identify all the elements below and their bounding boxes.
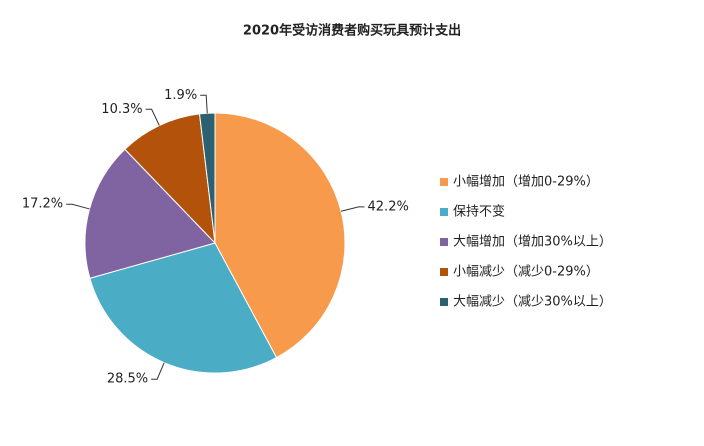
data-label: 28.5% xyxy=(107,372,148,387)
data-label: 10.3% xyxy=(101,102,142,117)
pie-slice xyxy=(84,148,216,279)
pie-slice xyxy=(124,113,216,245)
legend-label: 小幅减少（减少0-29%） xyxy=(453,265,599,280)
leader-line xyxy=(66,203,90,210)
legend-swatch xyxy=(440,298,448,306)
pie-slice xyxy=(89,242,278,374)
legend-swatch xyxy=(440,268,448,276)
pie-slice xyxy=(214,112,346,359)
legend-swatch xyxy=(440,238,448,246)
chart-title: 2020年受访消费者购买玩具预计支出 xyxy=(243,23,461,39)
legend-label: 保持不变 xyxy=(453,204,505,220)
legend-swatch xyxy=(440,208,448,216)
legend-label: 小幅增加（增加0-29%） xyxy=(453,175,599,190)
legend-label: 大幅增加（增加30%以上） xyxy=(453,235,612,250)
leader-line xyxy=(151,362,165,380)
data-label: 1.9% xyxy=(164,88,197,103)
leader-line xyxy=(200,94,208,114)
leader-line xyxy=(145,108,160,126)
data-label: 17.2% xyxy=(22,197,63,212)
leader-line xyxy=(340,206,365,212)
legend-swatch xyxy=(440,178,448,186)
legend-label: 大幅减少（减少30%以上） xyxy=(453,295,612,310)
data-label: 42.2% xyxy=(368,199,409,214)
